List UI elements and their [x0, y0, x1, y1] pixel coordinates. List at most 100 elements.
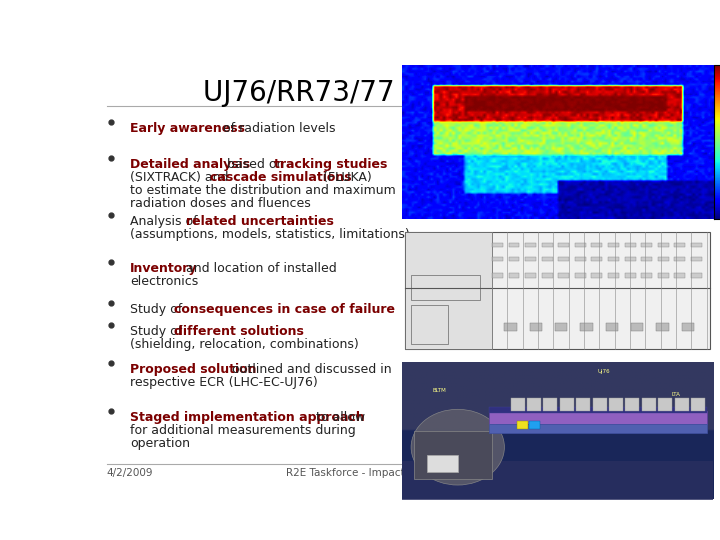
Bar	[626, 397, 639, 411]
Text: (shielding, relocation, combinations): (shielding, relocation, combinations)	[130, 338, 359, 350]
Bar	[544, 397, 557, 411]
Bar	[691, 256, 702, 261]
Bar	[575, 273, 586, 278]
Bar	[402, 461, 713, 500]
Text: Proposed solution: Proposed solution	[130, 363, 256, 376]
Bar	[576, 397, 590, 411]
Bar	[625, 256, 636, 261]
Bar	[658, 397, 672, 411]
Bar	[608, 256, 619, 261]
Text: for additional measurements during: for additional measurements during	[130, 424, 356, 437]
Bar	[593, 397, 607, 411]
Bar	[525, 256, 536, 261]
Ellipse shape	[411, 409, 505, 485]
Bar	[508, 273, 519, 278]
Bar	[405, 232, 492, 349]
Text: to estimate the distribution and maximum: to estimate the distribution and maximum	[130, 184, 396, 197]
Bar	[691, 397, 705, 411]
Bar	[691, 242, 702, 247]
Bar	[558, 256, 570, 261]
Bar	[510, 397, 525, 411]
Bar	[508, 256, 519, 261]
Bar	[541, 242, 553, 247]
Bar	[675, 273, 685, 278]
Bar	[492, 256, 503, 261]
Text: (assumptions, models, statistics, limitations): (assumptions, models, statistics, limita…	[130, 228, 410, 241]
Bar	[675, 242, 685, 247]
Bar	[525, 273, 536, 278]
Bar	[525, 242, 536, 247]
Text: Staged implementation approach: Staged implementation approach	[130, 411, 365, 424]
Bar	[541, 273, 553, 278]
Bar	[508, 242, 519, 247]
Text: of radiation levels: of radiation levels	[220, 122, 336, 135]
Text: different solutions: different solutions	[174, 325, 304, 338]
Bar	[492, 273, 503, 278]
Bar	[560, 397, 574, 411]
Bar	[691, 273, 702, 278]
Text: Analysis of: Analysis of	[130, 215, 202, 228]
Bar	[541, 256, 553, 261]
Text: Early awareness: Early awareness	[130, 122, 246, 135]
Text: 4/2/2009: 4/2/2009	[107, 468, 153, 478]
Bar	[558, 273, 570, 278]
Text: related uncertainties: related uncertainties	[186, 215, 333, 228]
Bar	[608, 242, 619, 247]
Text: consequences in case of failure: consequences in case of failure	[174, 302, 395, 316]
Bar	[555, 323, 567, 331]
Text: (FLUKA): (FLUKA)	[320, 171, 372, 184]
Text: outlined and discussed in: outlined and discussed in	[228, 363, 392, 376]
Text: electronics: electronics	[130, 275, 199, 288]
Bar	[575, 256, 586, 261]
Text: LTA: LTA	[671, 392, 680, 397]
Text: Inventory: Inventory	[130, 262, 198, 275]
Bar	[517, 421, 528, 429]
Bar	[427, 455, 458, 472]
Text: and location of installed: and location of installed	[182, 262, 337, 275]
Bar	[414, 431, 492, 479]
Bar	[489, 411, 706, 424]
Bar	[575, 242, 586, 247]
Bar	[505, 323, 517, 331]
Bar	[657, 323, 669, 331]
Bar	[489, 424, 706, 434]
Bar	[675, 256, 685, 261]
Bar	[529, 421, 540, 429]
Bar	[592, 242, 603, 247]
Bar	[606, 323, 618, 331]
Bar	[608, 273, 619, 278]
Text: radiation doses and fluences: radiation doses and fluences	[130, 197, 311, 210]
Bar	[642, 256, 652, 261]
Bar	[658, 242, 669, 247]
Bar	[658, 256, 669, 261]
Text: 4: 4	[625, 468, 631, 478]
Bar	[580, 323, 593, 331]
Bar	[592, 273, 603, 278]
Bar	[642, 242, 652, 247]
Text: tracking studies: tracking studies	[274, 158, 387, 171]
Text: to allow: to allow	[312, 411, 365, 424]
Bar	[411, 275, 480, 300]
Bar	[592, 256, 603, 261]
Bar	[625, 273, 636, 278]
Bar	[609, 397, 623, 411]
Bar	[642, 273, 652, 278]
Bar	[492, 242, 503, 247]
Bar	[658, 273, 669, 278]
Text: based on: based on	[223, 158, 289, 171]
Text: operation: operation	[130, 436, 190, 449]
Bar	[489, 407, 706, 413]
Bar	[642, 397, 656, 411]
Bar	[527, 397, 541, 411]
Text: Study of: Study of	[130, 325, 186, 338]
Bar	[631, 323, 644, 331]
Bar	[411, 306, 449, 343]
Bar	[558, 242, 570, 247]
Bar	[682, 323, 694, 331]
Text: UJ76/RR73/77 Approach: UJ76/RR73/77 Approach	[203, 79, 535, 107]
Text: R2E Taskforce - Impacts of SEUs: R2E Taskforce - Impacts of SEUs	[286, 468, 452, 478]
Text: cascade simulations: cascade simulations	[210, 171, 351, 184]
Bar	[530, 323, 542, 331]
Text: respective ECR (LHC-EC-UJ76): respective ECR (LHC-EC-UJ76)	[130, 376, 318, 389]
Bar	[675, 397, 688, 411]
